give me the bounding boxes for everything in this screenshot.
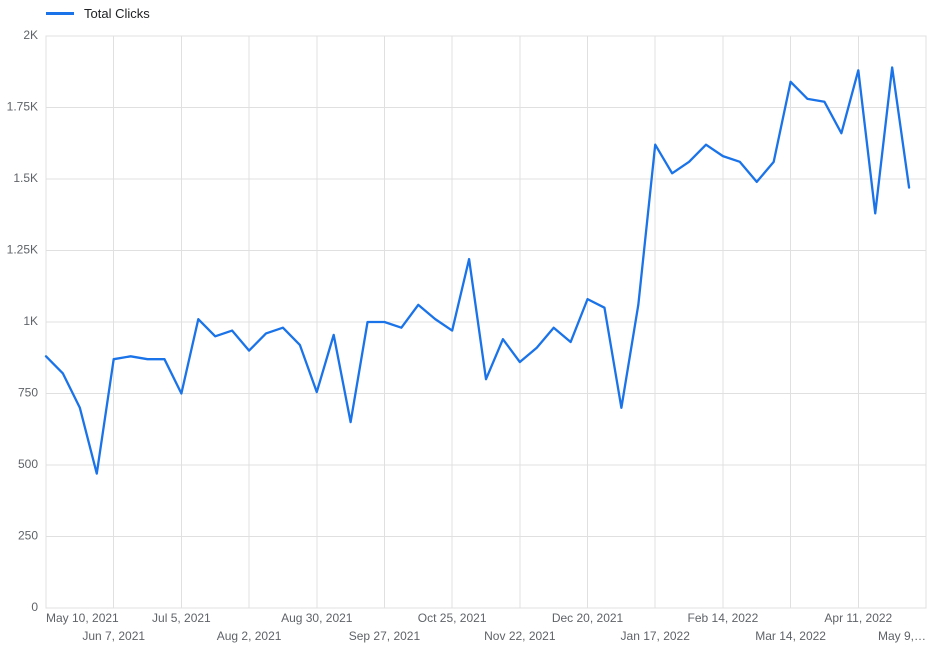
legend-swatch (46, 12, 74, 15)
x-tick-label: Sep 27, 2021 (349, 629, 421, 643)
y-tick-label: 250 (18, 529, 38, 543)
x-tick-label: Dec 20, 2021 (552, 611, 624, 625)
y-tick-label: 0 (31, 600, 38, 614)
y-tick-label: 1.25K (7, 243, 38, 257)
x-tick-label: Nov 22, 2021 (484, 629, 556, 643)
y-tick-label: 750 (18, 386, 38, 400)
x-tick-label: Jul 5, 2021 (152, 611, 211, 625)
legend: Total Clicks (46, 6, 150, 21)
x-tick-label: Aug 30, 2021 (281, 611, 353, 625)
series-line-total-clicks (46, 67, 909, 473)
y-tick-label: 2K (23, 28, 38, 42)
x-tick-label: Mar 14, 2022 (755, 629, 826, 643)
y-tick-label: 500 (18, 457, 38, 471)
y-tick-label: 1.5K (13, 171, 38, 185)
y-tick-label: 1.75K (7, 100, 38, 114)
x-tick-label: Jun 7, 2021 (82, 629, 145, 643)
x-tick-label: Aug 2, 2021 (217, 629, 282, 643)
x-tick-label: Apr 11, 2022 (824, 611, 892, 625)
y-tick-label: 1K (23, 314, 38, 328)
x-tick-label: Jan 17, 2022 (621, 629, 691, 643)
x-tick-label: Feb 14, 2022 (688, 611, 759, 625)
x-tick-label: Oct 25, 2021 (418, 611, 487, 625)
line-chart: 0 250 500 750 1K 1.25K 1.5K 1.75K 2K May 10, 2021… (0, 0, 936, 655)
chart-container: { "chart": { "type": "line", "series": {… (0, 0, 936, 655)
x-tick-label: May 10, 2021 (46, 611, 119, 625)
x-tick-label: May 9,… (878, 629, 926, 643)
legend-label: Total Clicks (84, 6, 150, 21)
